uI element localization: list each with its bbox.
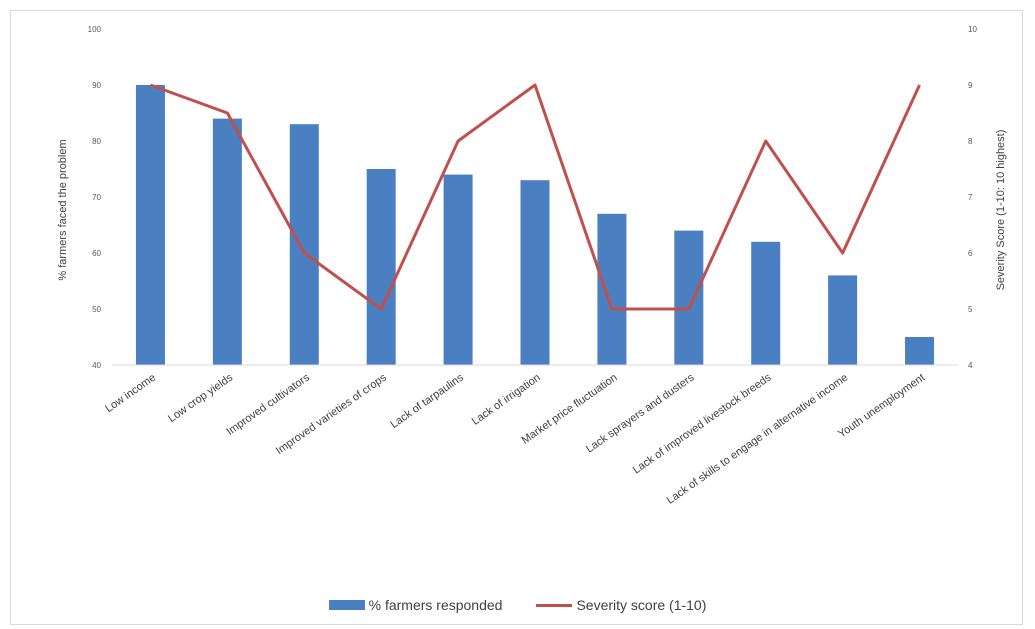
bar	[443, 174, 473, 365]
category-label: Low income	[103, 372, 158, 416]
bar	[597, 213, 627, 365]
y-tick-label: 90	[92, 81, 101, 90]
category-label: Improved cultivators	[224, 371, 312, 438]
y2-tick-label: 6	[968, 249, 973, 258]
y2-tick-label: 5	[968, 305, 973, 314]
category-label: Lack of irrigation	[470, 372, 543, 428]
y-tick-label: 100	[88, 25, 102, 34]
category-label: Lack of improved livestock breeds	[631, 371, 774, 476]
category-label: Youth unemployment	[836, 372, 927, 441]
legend-item-bars: % farmers responded	[328, 597, 503, 613]
legend-bar-swatch	[328, 600, 365, 610]
y2-axis-title: Severity Score (1-10: 10 highest)	[995, 130, 1007, 291]
bar	[135, 85, 165, 365]
y2-tick-label: 8	[968, 137, 973, 146]
y-tick-label: 80	[92, 137, 101, 146]
y2-tick-label: 10	[968, 25, 977, 34]
bar	[828, 275, 858, 365]
bar	[905, 337, 935, 365]
bar	[289, 124, 319, 365]
severity-line	[149, 83, 921, 311]
bar	[212, 118, 242, 365]
left-axis: 40 50 60 70 80 90 100	[88, 25, 102, 370]
legend-item-line: Severity score (1-10)	[536, 597, 706, 613]
y-tick-label: 40	[92, 361, 101, 370]
line-series	[149, 83, 921, 311]
category-label: Low crop yields	[166, 371, 235, 425]
bar	[520, 180, 550, 365]
right-axis: 4 5 6 7 8 9 10	[968, 25, 977, 370]
bar	[674, 230, 704, 365]
bar	[366, 169, 396, 365]
y-axis-title: % farmers faced the problem	[57, 139, 69, 280]
y2-tick-label: 7	[968, 193, 973, 202]
bar-series	[135, 85, 935, 365]
legend-line-label: Severity score (1-10)	[576, 597, 707, 613]
y2-tick-label: 4	[968, 361, 973, 370]
bar	[751, 241, 781, 365]
y2-tick-label: 9	[968, 81, 973, 90]
y-tick-label: 60	[92, 249, 101, 258]
legend: % farmers responded Severity score (1-10…	[0, 597, 1035, 613]
legend-line-swatch	[536, 603, 573, 607]
y-tick-label: 70	[92, 193, 101, 202]
legend-bar-label: % farmers responded	[368, 597, 503, 613]
y-tick-label: 50	[92, 305, 101, 314]
category-label: Lack of tarpaulins	[388, 371, 466, 431]
